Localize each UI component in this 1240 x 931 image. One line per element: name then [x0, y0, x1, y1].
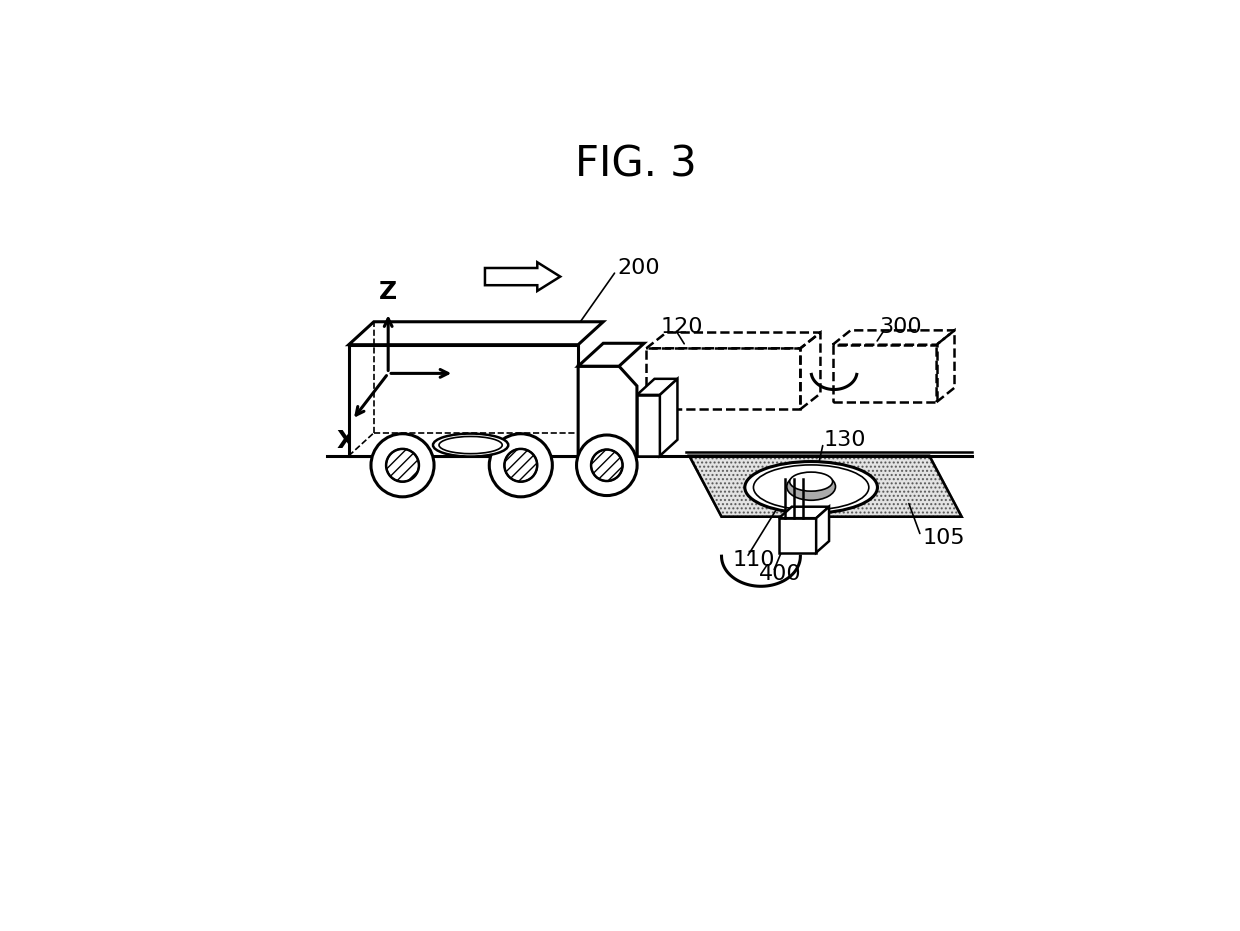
- Text: 130: 130: [823, 430, 866, 450]
- Polygon shape: [660, 379, 677, 456]
- Polygon shape: [348, 344, 578, 456]
- Ellipse shape: [790, 472, 832, 492]
- Text: 110: 110: [733, 550, 775, 570]
- Polygon shape: [779, 506, 830, 519]
- Polygon shape: [816, 506, 830, 553]
- Text: Z: Z: [379, 280, 397, 304]
- Circle shape: [591, 450, 622, 481]
- Ellipse shape: [745, 462, 878, 513]
- Text: Y: Y: [463, 361, 481, 385]
- Circle shape: [371, 434, 434, 497]
- Polygon shape: [689, 456, 962, 517]
- Text: 120: 120: [661, 317, 703, 337]
- Text: 300: 300: [879, 317, 921, 337]
- Text: 105: 105: [923, 528, 965, 548]
- Ellipse shape: [439, 437, 502, 453]
- Polygon shape: [348, 322, 603, 344]
- Text: 200: 200: [618, 258, 660, 278]
- Text: X: X: [337, 428, 356, 452]
- Circle shape: [505, 449, 537, 481]
- Text: FIG. 3: FIG. 3: [574, 144, 697, 186]
- Circle shape: [490, 434, 552, 497]
- Polygon shape: [779, 519, 816, 553]
- Ellipse shape: [786, 473, 836, 500]
- Polygon shape: [578, 366, 637, 456]
- Polygon shape: [637, 395, 660, 456]
- Circle shape: [577, 435, 637, 495]
- Text: 400: 400: [759, 564, 801, 584]
- Polygon shape: [578, 344, 644, 366]
- FancyArrow shape: [485, 263, 560, 290]
- Polygon shape: [637, 379, 677, 395]
- Text: 210: 210: [417, 417, 459, 438]
- Circle shape: [386, 449, 419, 481]
- Ellipse shape: [433, 434, 508, 456]
- Ellipse shape: [754, 465, 869, 510]
